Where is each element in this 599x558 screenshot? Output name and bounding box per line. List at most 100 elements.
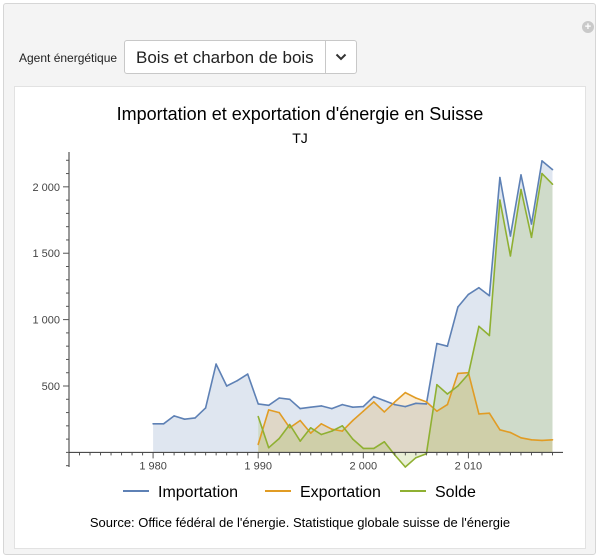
point-solde (551, 183, 554, 185)
point-importation (204, 407, 207, 409)
point-importation (373, 395, 375, 398)
point-exportation (331, 428, 333, 431)
x-tick-label: 1 990 (244, 460, 272, 472)
point-solde (373, 447, 375, 450)
point-exportation (478, 413, 480, 415)
point-importation (394, 403, 396, 406)
point-solde (520, 188, 522, 191)
point-importation (299, 407, 302, 410)
point-importation (246, 373, 249, 375)
point-importation (194, 417, 196, 419)
point-exportation (309, 432, 312, 434)
point-importation (362, 405, 365, 408)
point-exportation (278, 411, 281, 414)
chart-container: Importation et exportation d'énergie en … (14, 86, 586, 549)
point-solde (478, 325, 480, 328)
point-exportation (320, 423, 323, 425)
chart-title: Importation et exportation d'énergie en … (117, 104, 484, 124)
point-importation (383, 399, 386, 402)
point-importation (425, 403, 428, 405)
point-solde (383, 441, 386, 443)
x-tick-label: 2 010 (455, 460, 483, 472)
point-exportation (541, 439, 543, 442)
y-tick-label: 1 000 (32, 315, 60, 327)
select-dropdown-button[interactable] (325, 41, 356, 73)
point-exportation (499, 429, 501, 431)
point-solde (320, 433, 323, 436)
point-solde (257, 415, 259, 418)
point-exportation (394, 401, 396, 403)
point-importation (457, 306, 459, 308)
area-importation (153, 160, 553, 453)
x-tick-label: 2 000 (350, 460, 378, 472)
point-importation (288, 398, 291, 401)
point-importation (467, 293, 470, 296)
point-importation (236, 379, 238, 382)
point-exportation (288, 427, 291, 429)
point-exportation (299, 419, 302, 422)
point-importation (341, 403, 344, 406)
point-solde (288, 423, 291, 426)
point-exportation (446, 403, 449, 406)
point-importation (225, 385, 228, 387)
point-solde (352, 438, 354, 440)
widget-panel: + Agent énergétique Bois et charbon de b… (3, 3, 596, 555)
point-solde (488, 334, 491, 337)
point-solde (267, 446, 270, 449)
y-tick-label: 2 000 (32, 182, 60, 194)
point-importation (436, 342, 438, 345)
legend-label-solde: Solde (435, 484, 476, 501)
point-solde (446, 393, 449, 395)
area-solde (258, 173, 553, 467)
point-exportation (415, 397, 417, 399)
chevron-down-icon (335, 53, 347, 61)
point-importation (320, 405, 323, 407)
point-importation (415, 402, 417, 405)
point-solde (404, 466, 407, 468)
energy-agent-select-value: Bois et charbon de bois (136, 48, 314, 67)
point-exportation (425, 401, 428, 403)
energy-agent-select[interactable]: Bois et charbon de bois (124, 40, 357, 74)
point-importation (267, 404, 270, 407)
point-solde (499, 199, 501, 201)
x-tick-label: 1 980 (139, 460, 167, 472)
point-importation (331, 407, 333, 410)
energy-agent-label: Agent énergétique (19, 51, 118, 65)
point-exportation (457, 372, 459, 375)
point-importation (215, 363, 217, 365)
point-solde (509, 255, 512, 257)
point-solde (341, 425, 344, 427)
point-importation (162, 423, 165, 425)
point-solde (467, 373, 470, 375)
point-solde (541, 172, 543, 175)
y-tick-label: 1 500 (32, 248, 60, 260)
point-exportation (488, 412, 491, 415)
point-exportation (267, 409, 270, 411)
point-importation (520, 174, 522, 176)
point-solde (309, 427, 312, 429)
point-solde (299, 440, 302, 442)
point-importation (478, 286, 480, 289)
point-solde (278, 437, 281, 440)
point-exportation (530, 439, 533, 441)
point-importation (541, 160, 543, 162)
point-exportation (509, 431, 512, 434)
point-exportation (404, 391, 407, 394)
plus-circle-icon[interactable]: + (582, 21, 594, 33)
chart-svg: Importation et exportation d'énergie en … (32, 104, 563, 530)
area-exportation (258, 372, 553, 453)
point-exportation (352, 419, 354, 422)
point-solde (436, 383, 438, 386)
point-importation (309, 406, 312, 409)
point-solde (457, 385, 459, 387)
point-importation (499, 176, 501, 179)
point-importation (183, 418, 186, 421)
point-importation (257, 403, 259, 405)
point-exportation (436, 410, 438, 413)
point-importation (551, 168, 554, 171)
point-importation (509, 235, 512, 237)
point-importation (173, 415, 175, 417)
chart-subtitle: TJ (292, 130, 308, 146)
point-importation (446, 345, 449, 348)
point-importation (488, 294, 491, 297)
